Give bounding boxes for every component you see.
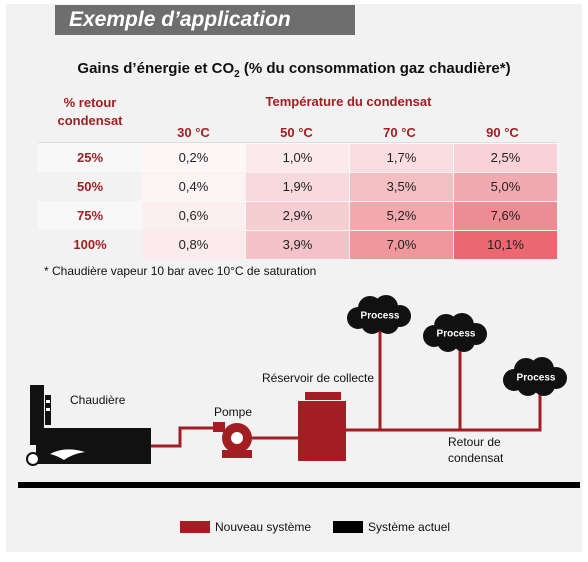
- column-group: Température du condensat: [265, 94, 432, 109]
- footnote: * Chaudière vapeur 10 bar avec 10°C de s…: [44, 264, 317, 278]
- process-cloud: Process: [347, 295, 411, 334]
- row-header-line: % retour: [63, 95, 117, 110]
- legend-swatch: [180, 521, 210, 533]
- cell: 5,2%: [350, 201, 453, 230]
- title-sub: 2: [234, 69, 240, 80]
- table-row: 100% 0,8% 3,9% 7,0% 10,1%: [38, 230, 558, 259]
- pipes: [151, 328, 542, 448]
- cell: 2,9%: [246, 201, 349, 230]
- table-row: 25% 0,2% 1,0% 1,7% 2,5%: [38, 143, 558, 172]
- row-header: % retour condensat: [40, 94, 140, 130]
- legend-label: Nouveau système: [215, 520, 311, 534]
- cell: 7,0%: [350, 230, 453, 259]
- row-label: 75%: [76, 208, 104, 223]
- column-header: 50 °C: [280, 124, 313, 140]
- ground: [18, 482, 580, 488]
- cell: 2,5%: [454, 143, 557, 172]
- return-label: Retour de: [448, 435, 501, 449]
- column-header: 30 °C: [177, 124, 210, 140]
- return-label: condensat: [448, 451, 504, 465]
- legend-label: Système actuel: [368, 520, 450, 534]
- title-text: (% du consommation gaz chaudière*): [239, 60, 511, 77]
- cell: 0,2%: [142, 143, 245, 172]
- pump: [213, 422, 252, 458]
- table-row: 75% 0,6% 2,9% 5,2% 7,6%: [38, 201, 558, 230]
- cell: 7,6%: [454, 201, 557, 230]
- column-header: 70 °C: [383, 124, 416, 140]
- header: Exemple d’application: [55, 5, 355, 35]
- row-label: 100%: [73, 237, 107, 252]
- cell: 1,7%: [350, 143, 453, 172]
- table-row: 50% 0,4% 1,9% 3,5% 5,0%: [38, 172, 558, 201]
- title-text: Gains d’énergie et CO: [77, 60, 235, 77]
- process-cloud: Process: [423, 313, 487, 352]
- header-row: 30 °C 50 °C 70 °C 90 °C: [38, 122, 558, 143]
- column-header: 90 °C: [486, 124, 519, 140]
- row-label: 50%: [76, 179, 104, 194]
- cell: 0,8%: [142, 230, 245, 259]
- table: 30 °C 50 °C 70 °C 90 °C 25% 0,2% 1,0% 1,7% 2,5% 5…: [38, 122, 558, 259]
- row-label: 25%: [76, 150, 104, 165]
- cell: 1,9%: [246, 172, 349, 201]
- boiler: [26, 385, 151, 466]
- process-label: Process: [437, 329, 476, 340]
- cell: 0,6%: [142, 201, 245, 230]
- row-header-line: condensat: [57, 113, 123, 128]
- reservoir-label: Réservoir de collecte: [262, 371, 374, 385]
- cell: 0,4%: [142, 172, 245, 201]
- process-label: Process: [517, 373, 556, 384]
- boiler-label: Chaudière: [70, 393, 126, 407]
- process-cloud: Process: [503, 357, 567, 396]
- table-title: Gains d’énergie et CO2 (% du consommatio…: [0, 60, 588, 80]
- process-label: Process: [361, 311, 400, 322]
- pump-label: Pompe: [214, 405, 252, 419]
- cell: 1,0%: [246, 143, 349, 172]
- cell: 5,0%: [454, 172, 557, 201]
- legend-swatch: [333, 521, 363, 533]
- cell: 3,5%: [350, 172, 453, 201]
- cell: 3,9%: [246, 230, 349, 259]
- cell: 10,1%: [454, 230, 557, 259]
- reservoir: [298, 392, 346, 461]
